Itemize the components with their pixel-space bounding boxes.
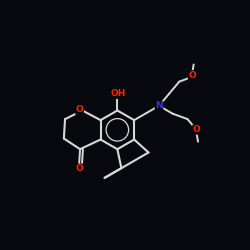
Text: O: O [75,164,83,173]
Text: OH: OH [110,90,126,98]
Text: O: O [193,125,200,134]
Text: O: O [188,70,196,80]
Text: N: N [155,101,163,110]
Text: O: O [76,105,83,114]
